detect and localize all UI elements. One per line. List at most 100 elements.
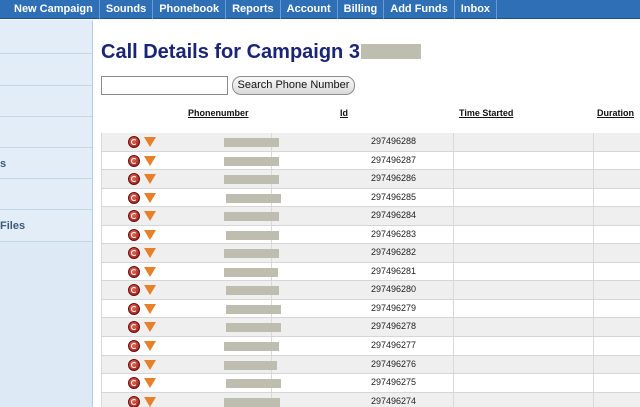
arrow-down-icon[interactable]: [144, 341, 156, 352]
cell-divider: [453, 392, 454, 407]
refresh-icon[interactable]: [128, 173, 140, 186]
arrow-down-icon[interactable]: [144, 303, 156, 314]
call-id: 297496275: [371, 377, 417, 388]
header-duration[interactable]: Duration: [597, 108, 634, 118]
sidebar-item[interactable]: [0, 86, 92, 117]
nav-sounds[interactable]: Sounds: [105, 2, 147, 15]
cell-divider: [593, 392, 594, 407]
call-id: 297496283: [371, 228, 417, 239]
redacted-phonenumber: [226, 304, 281, 314]
arrow-down-icon[interactable]: [144, 266, 156, 277]
refresh-icon[interactable]: [128, 265, 140, 278]
call-id: 297496284: [371, 210, 417, 221]
cell-divider: [101, 170, 102, 188]
cell-divider: [593, 151, 594, 170]
cell-divider: [453, 355, 454, 374]
refresh-icon[interactable]: [128, 228, 140, 241]
cell-divider: [453, 151, 454, 170]
sidebar-item[interactable]: [0, 117, 92, 148]
refresh-icon[interactable]: [128, 395, 140, 407]
cell-divider: [593, 133, 594, 151]
search-input[interactable]: [101, 76, 228, 95]
call-id: 297496276: [371, 358, 417, 369]
table-row: 297496278: [101, 318, 640, 338]
sidebar-item[interactable]: [0, 179, 92, 210]
refresh-icon[interactable]: [128, 191, 140, 204]
cell-divider: [593, 207, 594, 225]
search-phone-button[interactable]: Search Phone Number: [232, 76, 355, 95]
cell-divider: [453, 244, 454, 262]
redacted-phonenumber: [226, 230, 279, 240]
call-id: 297496277: [371, 340, 417, 351]
refresh-icon[interactable]: [128, 284, 140, 297]
cell-divider: [101, 225, 102, 244]
arrow-down-icon[interactable]: [144, 174, 156, 185]
nav-inbox[interactable]: Inbox: [460, 2, 491, 15]
refresh-icon[interactable]: [128, 136, 140, 148]
sidebar-item[interactable]: s: [0, 148, 92, 179]
redacted-phonenumber: [224, 138, 279, 147]
nav-reports[interactable]: Reports: [232, 2, 274, 15]
refresh-icon[interactable]: [128, 210, 140, 223]
redacted-phonenumber: [224, 249, 279, 259]
arrow-down-icon[interactable]: [144, 285, 156, 296]
table-row: 297496285: [101, 188, 640, 208]
call-id: 297496279: [371, 302, 417, 313]
arrow-down-icon[interactable]: [144, 137, 156, 147]
arrow-down-icon[interactable]: [144, 248, 156, 259]
arrow-down-icon[interactable]: [144, 396, 156, 407]
nav-separator: [496, 0, 498, 19]
cell-divider: [101, 355, 102, 374]
redacted-phonenumber: [226, 193, 281, 203]
table-row: 297496275: [101, 374, 640, 393]
page-title-text: Call Details for Campaign 3: [101, 41, 360, 63]
table-row: 297496281: [101, 262, 640, 282]
nav-new-campaign[interactable]: New Campaign: [14, 2, 93, 15]
arrow-down-icon[interactable]: [144, 359, 156, 370]
arrow-down-icon[interactable]: [144, 211, 156, 222]
header-time-started[interactable]: Time Started: [459, 108, 514, 118]
cell-divider: [101, 281, 102, 299]
refresh-icon[interactable]: [128, 340, 140, 353]
cell-divider: [593, 262, 594, 281]
call-id: 297496282: [371, 247, 417, 258]
cell-divider: [101, 188, 102, 207]
sidebar-item[interactable]: [0, 54, 92, 86]
table-row: 297496288: [101, 133, 640, 152]
cell-divider: [101, 262, 102, 281]
table-row: 297496287: [101, 151, 640, 171]
top-navigation: New Campaign Sounds Phonebook Reports Ac…: [0, 0, 640, 19]
table-row: 297496276: [101, 355, 640, 375]
cell-divider: [593, 355, 594, 374]
refresh-icon[interactable]: [128, 302, 140, 315]
nav-separator: [336, 0, 338, 19]
nav-phonebook[interactable]: Phonebook: [159, 2, 220, 15]
refresh-icon[interactable]: [128, 358, 140, 371]
arrow-down-icon[interactable]: [144, 229, 156, 240]
nav-account[interactable]: Account: [286, 2, 331, 15]
sidebar-item[interactable]: [0, 20, 92, 54]
redacted-phonenumber: [224, 175, 279, 185]
nav-billing[interactable]: Billing: [343, 2, 378, 15]
call-id: 297496288: [371, 136, 417, 146]
cell-divider: [453, 170, 454, 188]
refresh-icon[interactable]: [128, 154, 140, 167]
arrow-down-icon[interactable]: [144, 378, 156, 389]
refresh-icon[interactable]: [128, 321, 140, 334]
arrow-down-icon[interactable]: [144, 155, 156, 166]
cell-divider: [593, 281, 594, 299]
sidebar-item-files[interactable]: Files: [0, 210, 92, 242]
redacted-phonenumber: [224, 342, 279, 352]
cell-divider: [101, 133, 102, 151]
cell-divider: [593, 170, 594, 188]
arrow-down-icon[interactable]: [144, 322, 156, 333]
refresh-icon[interactable]: [128, 377, 140, 390]
arrow-down-icon[interactable]: [144, 192, 156, 203]
nav-add-funds[interactable]: Add Funds: [390, 2, 448, 15]
refresh-icon[interactable]: [128, 247, 140, 260]
header-id[interactable]: Id: [340, 108, 348, 118]
cell-divider: [593, 299, 594, 318]
header-phonenumber[interactable]: Phonenumber: [188, 108, 249, 118]
cell-divider: [101, 207, 102, 225]
nav-separator: [453, 0, 455, 19]
